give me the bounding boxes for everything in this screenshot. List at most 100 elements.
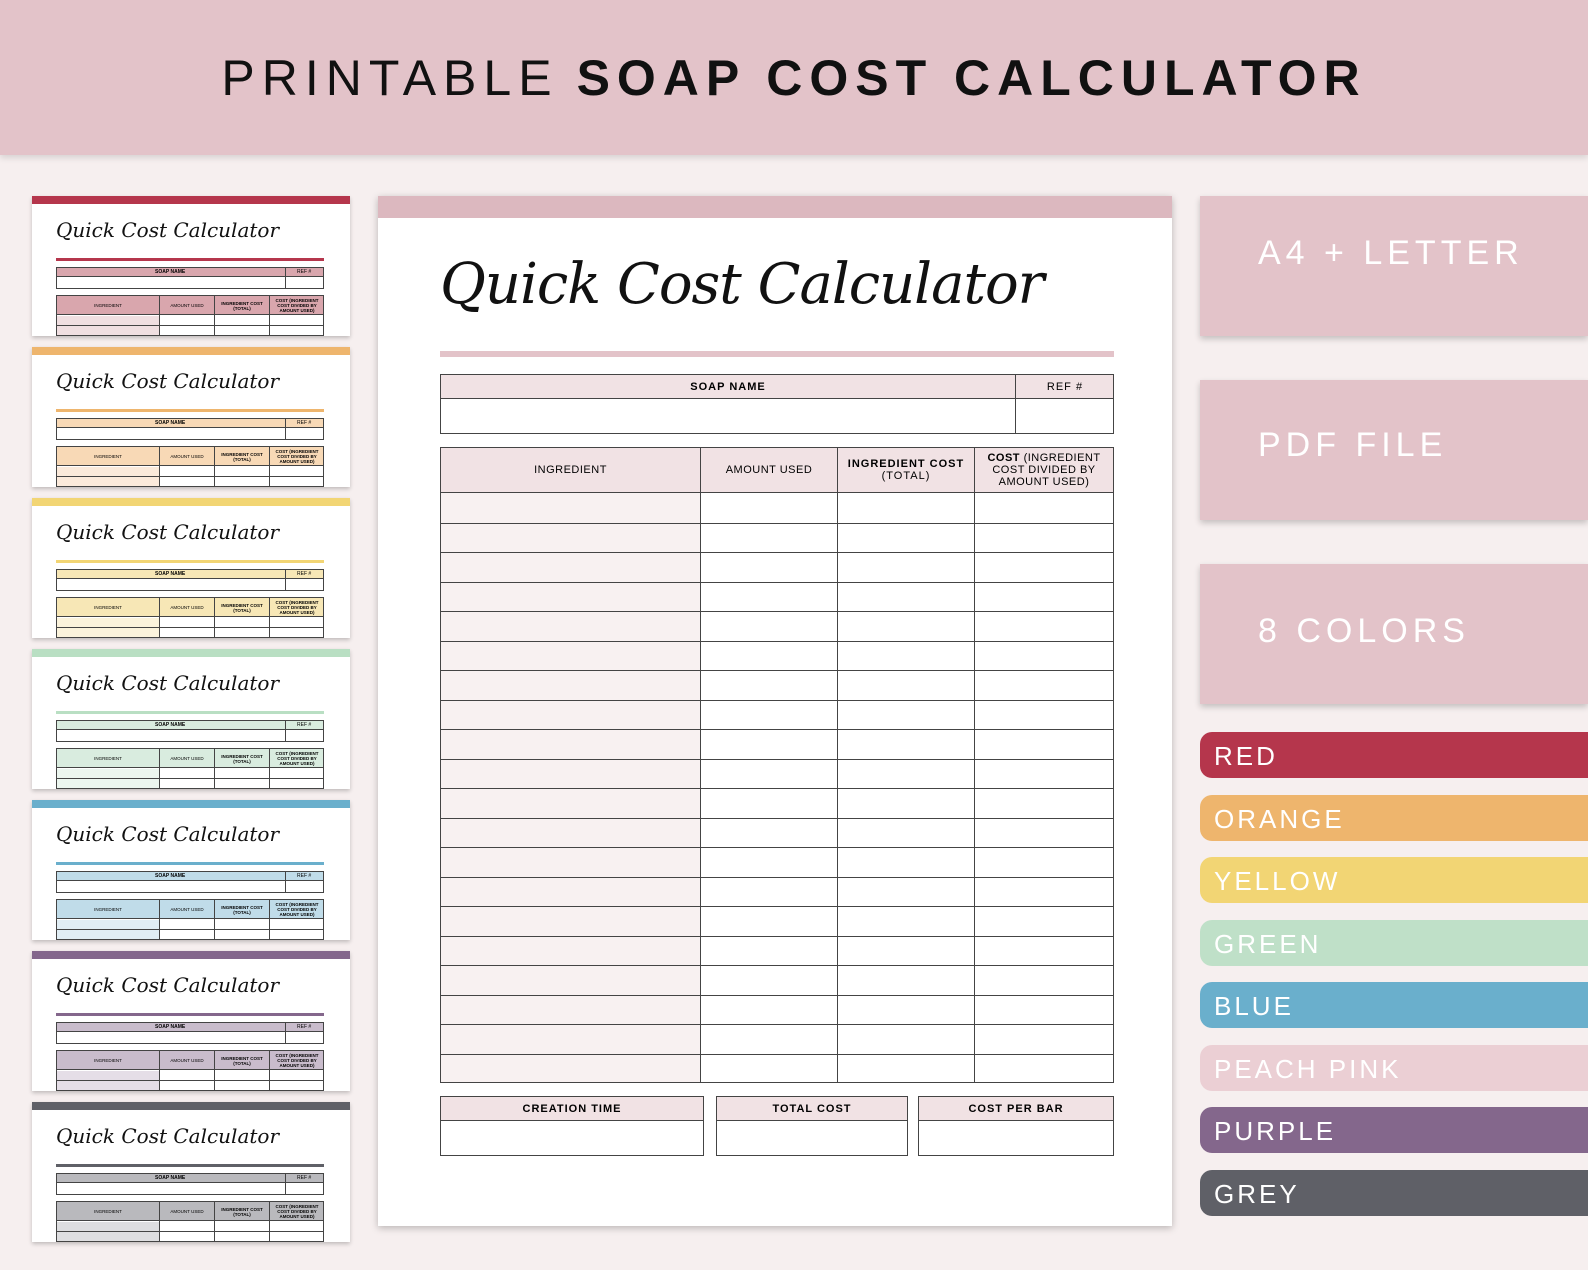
thumb-ingredient-grid: INGREDIENT AMOUNT USED INGREDIENT COST (TO… [56, 748, 324, 789]
thumb-col-ingredient: INGREDIENT [94, 454, 122, 459]
table-row-line [441, 817, 1113, 819]
thumb-col-cost-total: INGREDIENT COST (TOTAL) [221, 1055, 263, 1066]
thumb-col-line [159, 447, 160, 487]
thumb-ref-label: REF # [297, 1175, 312, 1181]
feature-size-label: A4 + LETTER [1258, 234, 1524, 272]
thumb-col-line [269, 749, 270, 789]
thumb-grid-header: INGREDIENT AMOUNT USED INGREDIENT COST (TO… [57, 749, 323, 768]
thumb-col-ingredient: INGREDIENT [94, 605, 122, 610]
header-banner: PRINTABLE SOAP COST CALCULATOR [0, 0, 1588, 155]
table-row-line [441, 640, 1113, 642]
thumb-shade [57, 467, 159, 487]
thumb-col-line [159, 296, 160, 336]
col-cost-bold: COST [987, 452, 1020, 464]
col-amount-used: AMOUNT USED [725, 464, 813, 476]
thumb-col-amount: AMOUNT USED [170, 303, 204, 308]
thumb-title: Quick Cost Calculator [56, 671, 280, 695]
thumb-soap-box: SOAP NAME REF # [56, 569, 324, 591]
thumb-ref-label: REF # [297, 1024, 312, 1030]
thumb-ingredient-grid: INGREDIENT AMOUNT USED INGREDIENT COST (TO… [56, 899, 324, 940]
col-cost-line3: AMOUNT USED) [998, 476, 1090, 488]
thumb-top-bar [32, 1102, 350, 1110]
table-row-line [441, 1024, 1113, 1025]
thumb-col-line [269, 1051, 270, 1091]
thumb-col-line [214, 447, 215, 487]
thumb-ref-label: REF # [297, 873, 312, 879]
thumb-col-cost-total: INGREDIENT COST (TOTAL) [221, 451, 263, 462]
color-option-purple: PURPLE [1200, 1107, 1588, 1153]
thumb-soap-box: SOAP NAME REF # [56, 871, 324, 893]
thumb-top-bar [32, 649, 350, 657]
feature-card-size: A4 + LETTER [1200, 196, 1588, 336]
thumb-shade [57, 769, 159, 789]
thumb-divider [56, 711, 324, 714]
thumb-top-bar [32, 196, 350, 204]
table-column-line [837, 448, 838, 1082]
thumb-col-amount: AMOUNT USED [170, 605, 204, 610]
soap-name-label: SOAP NAME [690, 380, 766, 393]
feature-card-colors: 8 COLORS [1200, 564, 1588, 704]
color-label: PURPLE [1214, 1116, 1337, 1146]
thumb-col-cost-per: COST (INGREDIENT COST DIVIDED BY AMOUNT … [275, 298, 319, 313]
thumb-title: Quick Cost Calculator [56, 822, 280, 846]
color-option-green: GREEN [1200, 919, 1588, 966]
soap-name-divider [1015, 375, 1016, 433]
feature-colors-label: 8 COLORS [1258, 612, 1470, 650]
thumb-row-line [57, 486, 323, 487]
thumb-ingredient-grid: INGREDIENT AMOUNT USED INGREDIENT COST (TO… [56, 1050, 324, 1091]
table-row-line [441, 935, 1113, 937]
table-row-line [441, 670, 1113, 671]
thumb-soap-header: SOAP NAME REF # [57, 872, 323, 881]
col-ingredient: INGREDIENT [534, 464, 607, 476]
table-row-line [441, 699, 1113, 701]
thumb-row-line [57, 1090, 323, 1091]
thumbnail-4: Quick Cost Calculator SOAP NAME REF # INGRE… [32, 800, 350, 940]
thumb-soap-header: SOAP NAME REF # [57, 1174, 323, 1183]
thumb-soap-box: SOAP NAME REF # [56, 267, 324, 289]
col-cost-line2: COST DIVIDED BY [992, 464, 1096, 476]
thumb-soap-divider [285, 872, 286, 892]
cost-per-bar-box: COST PER BAR [918, 1096, 1114, 1156]
creation-time-label: CREATION TIME [441, 1097, 703, 1121]
thumb-ref-label: REF # [297, 420, 312, 426]
thumb-soap-label: SOAP NAME [155, 420, 186, 426]
thumb-shade [57, 920, 159, 940]
thumbnail-5: Quick Cost Calculator SOAP NAME REF # INGRE… [32, 951, 350, 1091]
thumb-col-ingredient: INGREDIENT [94, 303, 122, 308]
thumb-soap-box: SOAP NAME REF # [56, 720, 324, 742]
thumb-col-amount: AMOUNT USED [170, 454, 204, 459]
thumb-col-cost-per: COST (INGREDIENT COST DIVIDED BY AMOUNT … [275, 751, 319, 766]
soap-name-header: SOAP NAME REF # [441, 375, 1113, 399]
color-option-peach-pink: PEACH PINK [1200, 1044, 1588, 1091]
thumb-col-line [214, 1051, 215, 1091]
thumb-divider [56, 258, 324, 261]
thumb-title: Quick Cost Calculator [56, 369, 280, 393]
thumb-col-ingredient: INGREDIENT [94, 1209, 122, 1214]
thumb-col-cost-per: COST (INGREDIENT COST DIVIDED BY AMOUNT … [275, 449, 319, 464]
soap-name-box: SOAP NAME REF # [440, 374, 1114, 434]
creation-time-box: CREATION TIME [440, 1096, 704, 1156]
thumb-divider [56, 1013, 324, 1016]
thumb-col-line [214, 598, 215, 638]
thumb-col-cost-total: INGREDIENT COST (TOTAL) [221, 753, 263, 764]
banner-title: PRINTABLE SOAP COST CALCULATOR [221, 49, 1366, 107]
thumb-shade [57, 618, 159, 638]
ref-label: REF # [1046, 380, 1084, 393]
title-divider [440, 351, 1114, 357]
thumb-grid-header: INGREDIENT AMOUNT USED INGREDIENT COST (TO… [57, 447, 323, 466]
thumb-ingredient-grid: INGREDIENT AMOUNT USED INGREDIENT COST (TO… [56, 446, 324, 487]
color-option-grey: GREY [1200, 1169, 1588, 1216]
thumb-top-bar [32, 347, 350, 355]
col-ingredient-cost: INGREDIENT COST (TOTAL) [838, 448, 974, 492]
color-label: GREY [1214, 1178, 1300, 1209]
thumb-col-cost-per: COST (INGREDIENT COST DIVIDED BY AMOUNT … [275, 1053, 319, 1068]
thumb-col-cost-per: COST (INGREDIENT COST DIVIDED BY AMOUNT … [275, 902, 319, 917]
color-label: ORANGE [1214, 803, 1345, 834]
thumb-col-line [159, 1051, 160, 1091]
thumb-soap-label: SOAP NAME [155, 269, 186, 275]
thumb-col-ingredient: INGREDIENT [94, 1058, 122, 1063]
col-cost-line-0: COST (INGREDIENT [987, 452, 1100, 464]
thumb-col-line [269, 1202, 270, 1242]
thumb-soap-box: SOAP NAME REF # [56, 418, 324, 440]
thumb-soap-header: SOAP NAME REF # [57, 419, 323, 428]
